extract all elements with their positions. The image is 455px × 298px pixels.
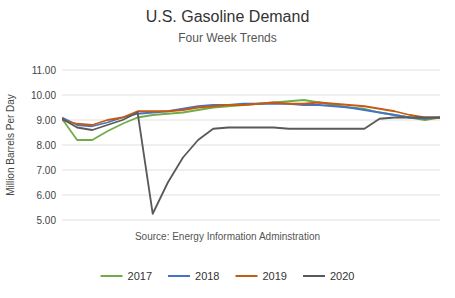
legend-item: 2019 — [236, 270, 287, 282]
y-tick-label: 11.00 — [32, 65, 57, 76]
title: U.S. Gasoline Demand — [146, 8, 310, 25]
legend-swatch — [168, 275, 190, 277]
y-axis-label: Million Barrels Per Day — [5, 94, 16, 196]
legend-item: 2020 — [303, 270, 354, 282]
legend-swatch — [101, 275, 123, 277]
y-tick-label: 6.00 — [37, 190, 57, 201]
lines — [62, 100, 440, 214]
grid-line — [62, 70, 440, 71]
chart: U.S. Gasoline Demand Four Week Trends 5.00… — [0, 0, 455, 298]
legend-label: 2018 — [195, 270, 219, 282]
grid-line — [62, 220, 440, 221]
grid-line — [62, 170, 440, 171]
y-tick-label: 10.00 — [31, 90, 56, 101]
grid-line — [62, 95, 440, 96]
y-tick-label: 9.00 — [37, 115, 57, 126]
y-tick-label: 7.00 — [37, 165, 57, 176]
annotation: Source: Energy Information Adminstration — [135, 231, 320, 242]
legend: 2017 2018 2019 2020 — [101, 270, 355, 282]
legend-item: 2017 — [101, 270, 152, 282]
series-line — [62, 113, 440, 214]
series-line — [62, 100, 440, 140]
y-tick-label: 8.00 — [37, 140, 57, 151]
subtitle: Four Week Trends — [178, 31, 276, 45]
legend-label: 2019 — [263, 270, 287, 282]
legend-swatch — [303, 275, 325, 277]
legend-swatch — [236, 275, 258, 277]
grid-line — [62, 195, 440, 196]
legend-label: 2017 — [128, 270, 152, 282]
series-line — [62, 104, 440, 127]
legend-item: 2018 — [168, 270, 219, 282]
y-tick-label: 5.00 — [37, 215, 57, 226]
legend-label: 2020 — [330, 270, 354, 282]
grid-line — [62, 145, 440, 146]
